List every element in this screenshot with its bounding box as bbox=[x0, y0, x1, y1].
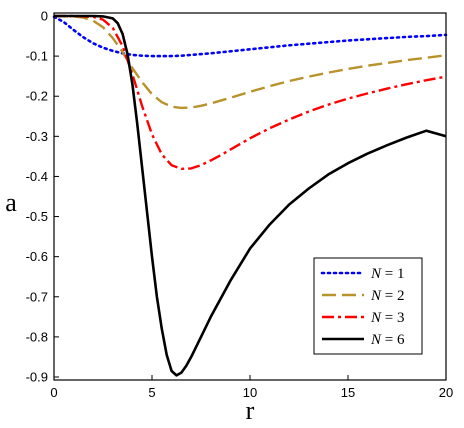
legend-box bbox=[313, 257, 423, 355]
x-tick-label: 10 bbox=[243, 385, 257, 400]
x-tick-label: 20 bbox=[439, 385, 453, 400]
legend-label-2: N = 2 bbox=[370, 288, 404, 304]
y-tick-label: -0.6 bbox=[26, 249, 48, 264]
y-tick-label: -0.7 bbox=[26, 289, 48, 304]
series-layer bbox=[52, 14, 448, 377]
series-line-1 bbox=[52, 15, 448, 58]
series-line-3 bbox=[54, 14, 447, 170]
y-tick-label: -0.5 bbox=[26, 209, 48, 224]
x-tick-label: 15 bbox=[341, 385, 355, 400]
series-line-2 bbox=[53, 14, 447, 110]
legend-label-3: N = 3 bbox=[370, 310, 404, 326]
y-tick-label: -0.9 bbox=[26, 370, 48, 385]
ticks-layer: 0 5 10 15 20 0 -0.1 -0.2 -0.3 -0.4 -0.5 -0.6 -0.7 -0.… bbox=[26, 9, 454, 401]
legend-label-1: N = 1 bbox=[370, 266, 404, 282]
y-tick-label: -0.3 bbox=[26, 129, 48, 144]
y-tick-label: -0.4 bbox=[26, 169, 48, 184]
y-tick-label: -0.8 bbox=[26, 329, 48, 344]
x-tick-label: 5 bbox=[148, 385, 155, 400]
series-line-4 bbox=[54, 14, 447, 377]
y-tick-label: -0.2 bbox=[26, 89, 48, 104]
legend-label-4: N = 6 bbox=[370, 332, 405, 348]
x-tick-label: 0 bbox=[50, 385, 57, 400]
y-tick-label: 0 bbox=[41, 9, 48, 24]
y-axis-label: a bbox=[5, 188, 17, 217]
x-axis-label: r bbox=[246, 396, 255, 425]
legend: N = 1 N = 2 N = 3 N = 6 bbox=[313, 257, 423, 355]
y-tick-label: -0.1 bbox=[26, 49, 48, 64]
